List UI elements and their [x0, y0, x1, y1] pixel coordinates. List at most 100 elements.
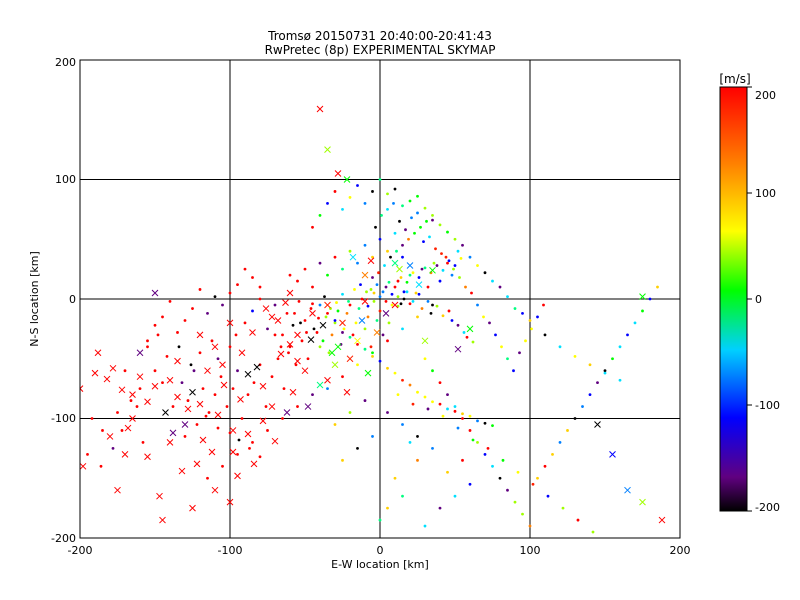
scatter-point-x	[354, 337, 361, 345]
scatter-point-dot	[266, 327, 269, 331]
scatter-point-x	[346, 355, 354, 363]
scatter-point-dot	[206, 311, 209, 315]
scatter-point-dot	[371, 351, 374, 355]
scatter-point-dot	[387, 280, 391, 284]
scatter-point-x	[174, 357, 181, 365]
scatter-point-x	[219, 361, 226, 369]
scatter-point-dot	[221, 464, 224, 468]
scatter-point-dot	[366, 304, 370, 308]
scatter-point-dot	[425, 219, 428, 223]
scatter-point-x	[109, 364, 117, 372]
scatter-point-dot	[401, 204, 404, 208]
scatter-point-dot	[401, 327, 404, 331]
scatter-point-dot	[341, 458, 344, 462]
scatter-point-x	[204, 367, 211, 375]
scatter-point-dot	[450, 273, 454, 277]
scatter-point-dot	[461, 458, 464, 462]
scatter-point-x	[268, 403, 276, 410]
scatter-point-dot	[258, 285, 262, 289]
scatter-point-dot	[324, 315, 328, 319]
scatter-point-dot	[371, 435, 374, 438]
scatter-point-dot	[198, 351, 202, 355]
scatter-point-dot	[213, 393, 217, 396]
scatter-point-x	[151, 289, 159, 297]
scatter-point-dot	[348, 249, 352, 253]
scatter-point-dot	[288, 345, 292, 349]
scatter-point-dot	[576, 518, 580, 522]
scatter-point-dot	[156, 333, 160, 337]
scatter-point-x	[151, 382, 159, 390]
scatter-point-dot	[234, 333, 238, 337]
scatter-point-x	[334, 343, 342, 351]
scatter-point-dot	[453, 409, 457, 413]
scatter-point-x	[91, 369, 99, 377]
scatter-point-dot	[221, 303, 224, 307]
scatter-point-dot	[336, 309, 340, 313]
scatter-point-dot	[416, 390, 419, 394]
scatter-point-dot	[413, 231, 416, 235]
scatter-point-dot	[423, 524, 427, 528]
scatter-point-x	[220, 381, 228, 389]
scatter-point-dot	[441, 314, 445, 318]
scatter-point-dot	[411, 402, 415, 406]
scatter-point-x	[229, 448, 237, 456]
scatter-point-x	[234, 472, 241, 480]
scatter-point-dot	[476, 303, 479, 307]
scatter-point-dot	[318, 213, 322, 217]
scatter-point-dot	[357, 307, 361, 310]
scatter-point-dot	[401, 494, 404, 498]
scatter-point-dot	[392, 202, 395, 205]
scatter-point-x	[244, 370, 252, 378]
scatter-point-dot	[468, 414, 472, 418]
scatter-point-dot	[528, 319, 532, 322]
scatter-point-dot	[243, 321, 247, 325]
scatter-point-dot	[246, 393, 250, 396]
scatter-point-x	[271, 437, 279, 445]
scatter-point-dot	[375, 283, 379, 287]
scatter-point-dot	[633, 321, 637, 325]
scatter-point-dot	[422, 240, 425, 244]
scatter-point-dot	[375, 319, 379, 322]
scatter-point-dot	[120, 429, 124, 432]
scatter-point-dot	[371, 354, 374, 358]
scatter-point-dot	[446, 407, 449, 411]
colorbar-tick-label: 100	[755, 187, 776, 200]
scatter-point-x	[250, 460, 258, 468]
scatter-point-x	[129, 391, 136, 398]
scatter-point-dot	[506, 357, 509, 361]
scatter-point-x	[244, 430, 252, 438]
scatter-point-dot	[573, 354, 577, 358]
scatter-point-dot	[468, 255, 472, 259]
scatter-point-x	[361, 298, 369, 305]
scatter-point-dot	[395, 249, 398, 253]
scatter-point-dot	[356, 446, 359, 450]
scatter-point-dot	[198, 288, 202, 291]
y-tick-label: 200	[55, 56, 76, 69]
scatter-point-x	[159, 516, 166, 524]
scatter-point-x	[358, 317, 366, 324]
scatter-point-dot	[161, 381, 164, 385]
y-tick-label: 100	[55, 173, 76, 186]
scatter-point-dot	[389, 255, 392, 259]
scatter-point-dot	[482, 315, 485, 319]
scatter-point-dot	[378, 178, 382, 181]
scatter-point-dot	[201, 387, 205, 391]
scatter-point-dot	[461, 412, 464, 416]
scatter-point-dot	[438, 402, 442, 406]
scatter-point-x	[226, 498, 234, 506]
scatter-point-dot	[303, 267, 307, 271]
scatter-point-dot	[435, 264, 439, 267]
scatter-point-dot	[588, 393, 592, 396]
scatter-point-x	[106, 433, 114, 440]
scatter-point-x	[274, 317, 282, 324]
scatter-point-dot	[171, 405, 175, 408]
scatter-point-dot	[86, 452, 89, 456]
scatter-point-dot	[318, 261, 322, 265]
scatter-point-dot	[309, 307, 313, 310]
scatter-point-dot	[405, 280, 409, 284]
scatter-point-dot	[417, 276, 421, 279]
scatter-point-dot	[641, 309, 644, 313]
scatter-point-dot	[483, 452, 487, 456]
scatter-point-dot	[345, 311, 349, 315]
scatter-point-dot	[476, 419, 479, 423]
